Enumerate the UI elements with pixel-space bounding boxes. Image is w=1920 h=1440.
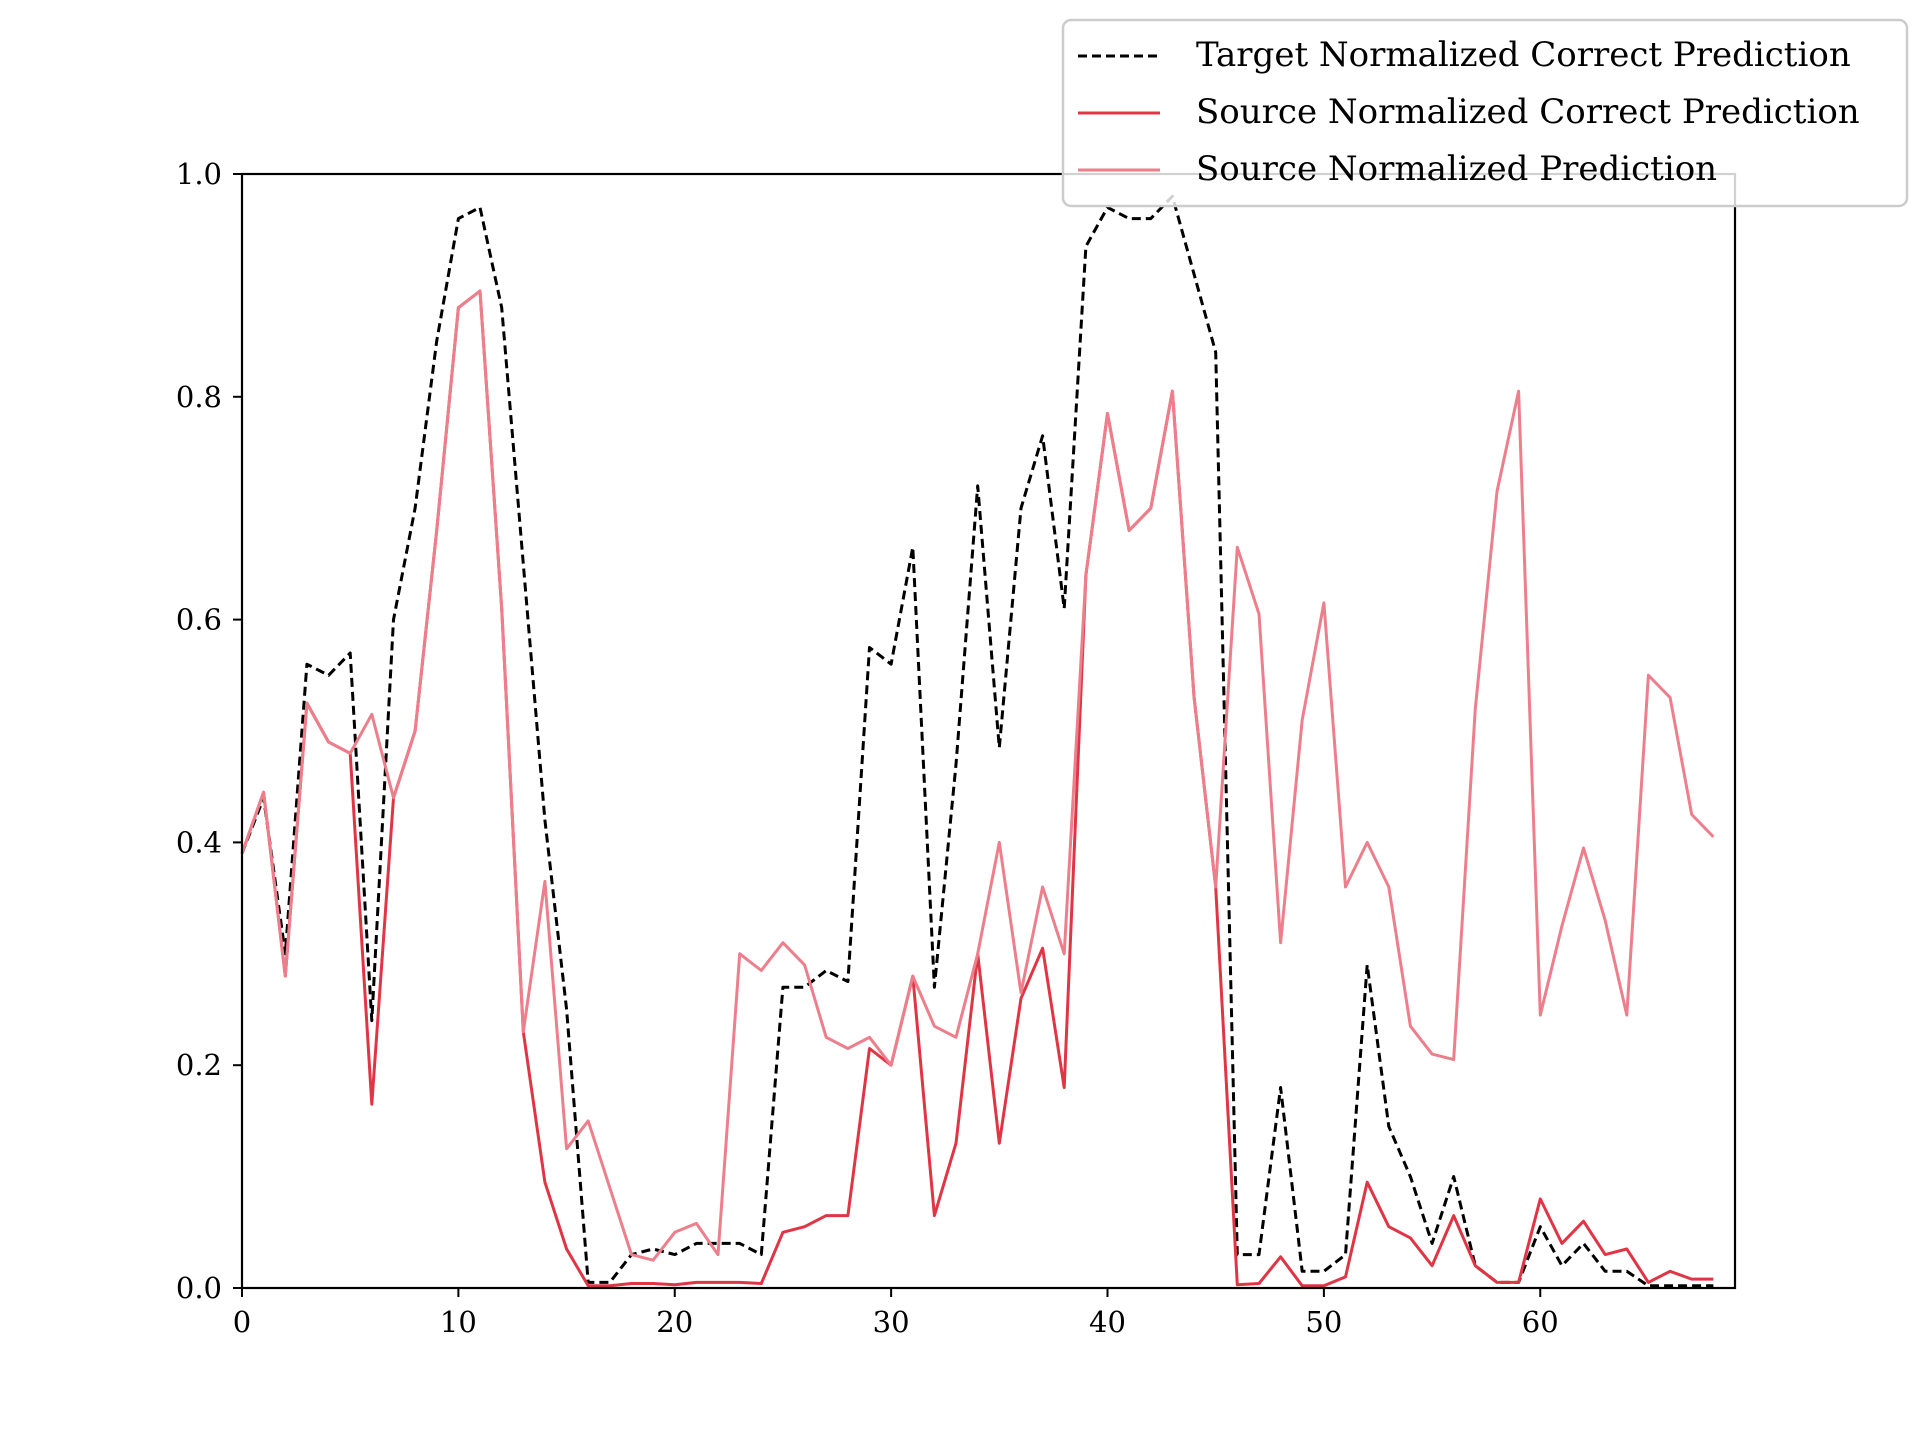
- x-tick-label: 60: [1522, 1305, 1559, 1339]
- x-tick-label: 20: [656, 1305, 693, 1339]
- x-tick-label: 30: [873, 1305, 910, 1339]
- series-line-1: [240, 194, 1714, 1288]
- y-tick-label: 0.0: [176, 1271, 222, 1305]
- legend-label-3: Source Normalized Prediction: [1196, 149, 1717, 189]
- y-tick-label: 0.2: [176, 1048, 222, 1082]
- legend-label-1: Target Normalized Correct Prediction: [1196, 35, 1851, 75]
- y-tick-label: 0.8: [176, 380, 222, 414]
- series-lines: [240, 194, 1715, 1288]
- x-tick-label: 40: [1089, 1305, 1126, 1339]
- series-line-2: [240, 289, 1714, 1288]
- legend-label-2: Source Normalized Correct Prediction: [1196, 92, 1860, 132]
- series-line-3: [240, 289, 1715, 1262]
- x-tick-label: 10: [440, 1305, 477, 1339]
- plot-frame: [240, 172, 1737, 1290]
- y-tick-label: 0.4: [176, 825, 222, 859]
- y-tick-label: 1.0: [176, 157, 222, 191]
- axis-ticks: 0 10 20 30 40 50 60 0.0 0.2 0.4 0.6 0.8 1.0: [176, 157, 1559, 1339]
- x-tick-label: 50: [1305, 1305, 1342, 1339]
- legend: Target Normalized Correct Prediction Sour…: [1061, 18, 1909, 208]
- x-tick-label: 0: [233, 1305, 251, 1339]
- legend-box: [1061, 18, 1909, 208]
- y-tick-label: 0.6: [176, 603, 222, 637]
